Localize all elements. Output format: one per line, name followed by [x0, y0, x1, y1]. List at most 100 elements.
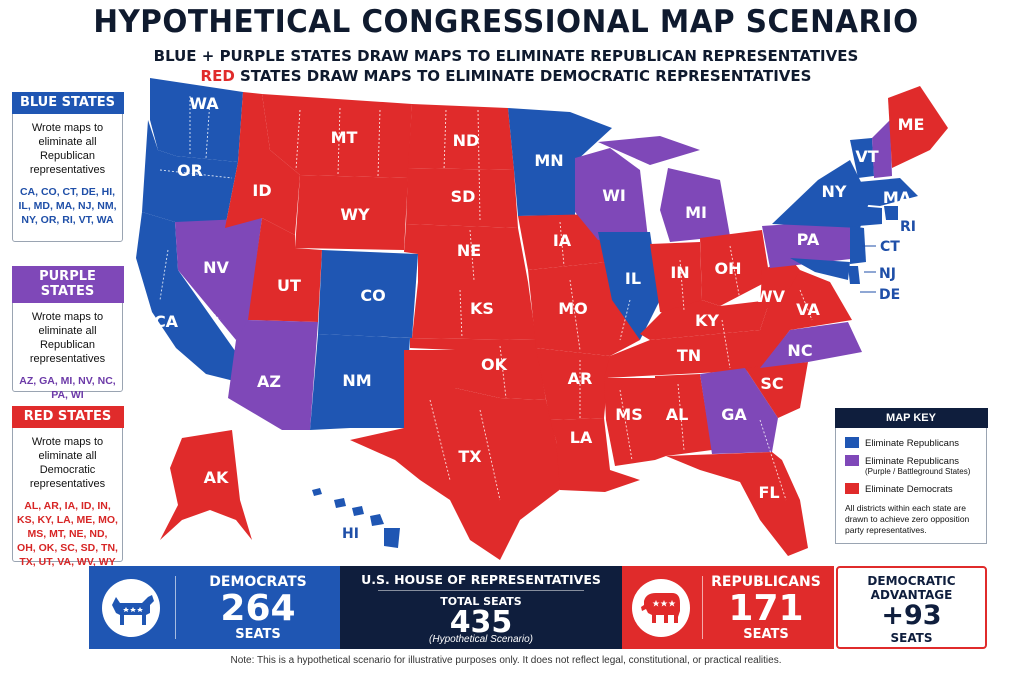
state-il[interactable]	[598, 232, 660, 340]
state-fl[interactable]	[666, 452, 808, 556]
democrats-panel: DEMOCRATS 264 SEATS	[89, 566, 340, 649]
state-me[interactable]	[888, 86, 948, 168]
state-de[interactable]	[848, 266, 860, 284]
republicans-seats: 171	[728, 588, 804, 629]
state-hi[interactable]	[312, 488, 400, 548]
label-ar: AR	[568, 369, 593, 388]
house-label: U.S. HOUSE OF REPRESENTATIVES	[361, 572, 601, 587]
advantage-unit: SEATS	[890, 631, 933, 645]
label-ca: CA	[154, 312, 179, 331]
label-de: DE	[879, 287, 900, 303]
label-sc: SC	[760, 374, 783, 393]
state-ca[interactable]	[136, 212, 250, 382]
state-id[interactable]	[225, 92, 300, 235]
state-wv[interactable]	[760, 258, 800, 310]
state-nj[interactable]	[850, 226, 866, 264]
label-nm: NM	[342, 371, 371, 390]
label-in: IN	[670, 263, 689, 282]
state-ok[interactable]	[410, 338, 546, 400]
swatch-red	[845, 483, 859, 494]
elephant-icon	[632, 579, 690, 637]
legend-codes-blue: CA, CO, CT, DE, HI, IL, MD, MA, NJ, NM, …	[18, 185, 117, 226]
state-va[interactable]	[760, 270, 852, 330]
label-me: ME	[898, 115, 925, 134]
map-key-item-blue: Eliminate Republicans	[845, 437, 959, 449]
state-wy[interactable]	[295, 175, 408, 250]
advantage-label-line-1: DEMOCRATIC	[867, 574, 956, 588]
state-nd[interactable]	[408, 104, 514, 170]
label-ut: UT	[277, 276, 301, 295]
legend-description-red: Wrote maps to eliminate all Democratic r…	[29, 435, 106, 490]
state-ia[interactable]	[518, 214, 608, 270]
state-ri[interactable]	[884, 206, 898, 220]
state-mn[interactable]	[508, 108, 612, 216]
label-ms: MS	[615, 405, 642, 424]
subtitle-red-word: RED	[200, 67, 235, 85]
state-ms[interactable]	[604, 378, 655, 466]
state-ky[interactable]	[640, 300, 770, 340]
state-in[interactable]	[650, 242, 702, 316]
state-co[interactable]	[318, 250, 418, 338]
state-ne[interactable]	[404, 224, 528, 282]
state-tx[interactable]	[350, 350, 562, 560]
state-ak[interactable]	[160, 430, 252, 540]
state-ar[interactable]	[536, 348, 610, 420]
state-nc[interactable]	[760, 322, 862, 368]
label-tn: TN	[677, 346, 701, 365]
state-ks[interactable]	[412, 282, 536, 340]
state-pa[interactable]	[762, 220, 860, 268]
state-mi[interactable]	[598, 136, 730, 242]
label-ky: KY	[695, 311, 719, 330]
footer-note: Note: This is a hypothetical scenario fo…	[230, 655, 782, 666]
map-key: MAP KEY Eliminate Republicans Eliminate …	[834, 407, 988, 544]
legend-heading-purple: PURPLE STATES	[11, 265, 124, 303]
state-az[interactable]	[228, 320, 318, 430]
legend-heading-blue: BLUE STATES	[11, 91, 124, 114]
label-id: ID	[252, 181, 271, 200]
republicans-label: REPUBLICANS	[711, 574, 821, 590]
state-wi[interactable]	[575, 148, 648, 240]
label-ia: IA	[553, 231, 572, 250]
state-ny[interactable]	[772, 160, 870, 228]
label-nv: NV	[203, 258, 229, 277]
legend-codes-red: AL, AR, IA, ID, IN, KS, KY, LA, ME, MO, …	[17, 499, 118, 568]
label-la: LA	[570, 428, 593, 447]
donkey-icon	[102, 579, 160, 637]
house-caption: (Hypothetical Scenario)	[429, 634, 533, 645]
label-or: OR	[177, 161, 203, 180]
advantage-label-line-2: ADVANTAGE	[870, 588, 953, 602]
legend-codes-purple: AZ, GA, MI, NV, NC, PA, WI	[19, 374, 116, 401]
state-sc[interactable]	[745, 362, 808, 418]
label-hi: HI	[342, 526, 359, 542]
total-seats-label: TOTAL SEATS	[440, 595, 522, 608]
map-key-item-label: Eliminate Democrats	[865, 484, 953, 495]
label-ga: GA	[721, 405, 747, 424]
label-tx: TX	[458, 447, 482, 466]
state-wa[interactable]	[150, 78, 243, 162]
state-md[interactable]	[790, 258, 850, 280]
state-tn[interactable]	[604, 330, 790, 378]
panel-divider	[175, 576, 176, 639]
state-oh[interactable]	[700, 230, 770, 306]
house-total-panel: U.S. HOUSE OF REPRESENTATIVES TOTAL SEAT…	[340, 566, 622, 649]
label-mn: MN	[534, 151, 563, 170]
label-va: VA	[796, 300, 820, 319]
state-or[interactable]	[142, 120, 238, 228]
state-sd[interactable]	[406, 168, 518, 228]
state-ct[interactable]	[858, 206, 882, 226]
democrats-seats: 264	[220, 588, 296, 629]
state-vt[interactable]	[850, 138, 874, 178]
house-label-rule	[378, 590, 584, 591]
state-ut[interactable]	[248, 218, 322, 322]
map-key-item-purple: Eliminate Republicans (Purple / Battlegr…	[845, 455, 970, 476]
state-al[interactable]	[655, 374, 712, 460]
republicans-panel: REPUBLICANS 171 SEATS	[622, 566, 834, 649]
state-nm[interactable]	[310, 334, 410, 430]
legend-description-blue: Wrote maps to eliminate all Republican r…	[29, 121, 106, 176]
state-ga[interactable]	[700, 368, 778, 454]
state-nh[interactable]	[872, 120, 892, 178]
state-nv[interactable]	[175, 218, 262, 340]
state-ma[interactable]	[858, 178, 918, 206]
state-la[interactable]	[550, 418, 640, 492]
legend-heading-red: RED STATES	[11, 405, 124, 428]
